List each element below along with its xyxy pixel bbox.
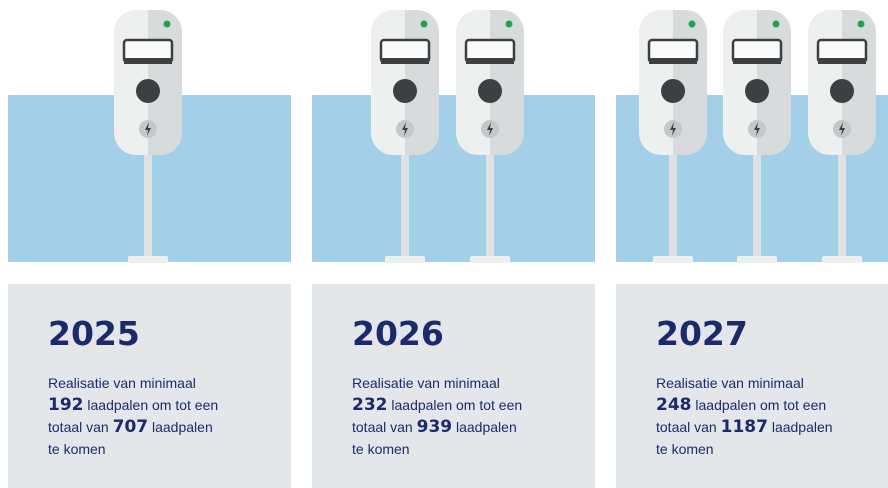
pole-base	[128, 256, 168, 263]
text: te komen	[656, 441, 714, 457]
text: laadpalen om tot een	[695, 397, 826, 413]
socket	[745, 79, 769, 103]
pole	[838, 150, 846, 260]
description: Realisatie van minimaal 248 laadpalen om…	[656, 372, 833, 460]
screen-bottom	[818, 58, 866, 64]
status-led	[506, 21, 513, 28]
status-led	[773, 21, 780, 28]
socket	[830, 79, 854, 103]
page: 2025 Realisatie van minimaal 192 laadpal…	[0, 0, 888, 488]
text: laadpalen	[456, 419, 517, 435]
text: totaal van	[656, 419, 717, 435]
text: laadpalen om tot een	[87, 397, 218, 413]
status-led	[421, 21, 428, 28]
socket	[136, 79, 160, 103]
text: totaal van	[352, 419, 413, 435]
pole-base	[653, 256, 693, 263]
pole-base	[822, 256, 862, 263]
text: laadpalen om tot een	[391, 397, 522, 413]
text: laadpalen	[152, 419, 213, 435]
added-count: 232	[352, 395, 388, 415]
description: Realisatie van minimaal 232 laadpalen om…	[352, 372, 522, 460]
year: 2025	[48, 314, 140, 353]
text: Realisatie van minimaal	[656, 375, 804, 391]
socket	[393, 79, 417, 103]
sky-band	[312, 95, 595, 262]
socket	[478, 79, 502, 103]
text: Realisatie van minimaal	[352, 375, 500, 391]
illustration	[0, 0, 888, 284]
text: laadpalen	[772, 419, 833, 435]
total-count: 939	[417, 417, 453, 437]
text: totaal van	[48, 419, 109, 435]
year-card: 2025 Realisatie van minimaal 192 laadpal…	[8, 284, 291, 488]
text: te komen	[352, 441, 410, 457]
status-led	[164, 21, 171, 28]
text: Realisatie van minimaal	[48, 375, 196, 391]
pole	[486, 150, 494, 260]
pole	[753, 150, 761, 260]
pole-base	[470, 256, 510, 263]
socket	[661, 79, 685, 103]
screen-bottom	[649, 58, 697, 64]
status-led	[689, 21, 696, 28]
screen-bottom	[381, 58, 429, 64]
text: te komen	[48, 441, 106, 457]
pole	[669, 150, 677, 260]
total-count: 1187	[721, 417, 768, 437]
pole-base	[737, 256, 777, 263]
status-led	[858, 21, 865, 28]
description: Realisatie van minimaal 192 laadpalen om…	[48, 372, 218, 460]
year-card: 2027 Realisatie van minimaal 248 laadpal…	[616, 284, 888, 488]
screen-bottom	[124, 58, 172, 64]
year: 2026	[352, 314, 444, 353]
year-card: 2026 Realisatie van minimaal 232 laadpal…	[312, 284, 595, 488]
screen-bottom	[733, 58, 781, 64]
added-count: 248	[656, 395, 692, 415]
screen-bottom	[466, 58, 514, 64]
total-count: 707	[113, 417, 149, 437]
year: 2027	[656, 314, 748, 353]
added-count: 192	[48, 395, 84, 415]
pole	[401, 150, 409, 260]
pole	[144, 150, 152, 260]
pole-base	[385, 256, 425, 263]
